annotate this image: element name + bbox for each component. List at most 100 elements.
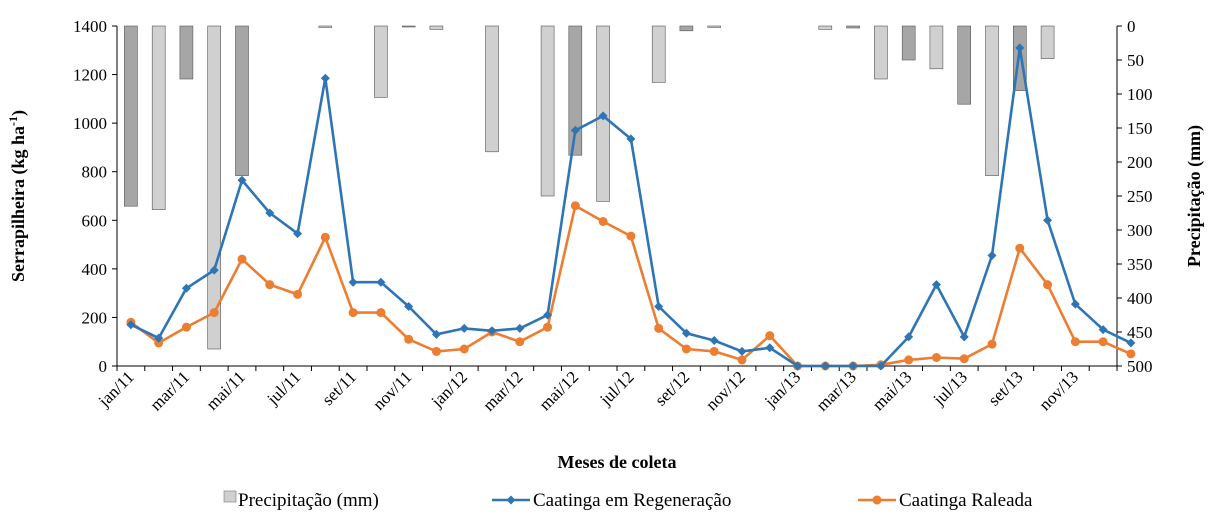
data-point — [459, 344, 469, 354]
precipitation-bar — [401, 25, 416, 28]
data-point — [1015, 243, 1025, 253]
precipitation-bar — [707, 25, 722, 28]
x-tick-label: jan/12 — [427, 367, 471, 411]
precipitation-bar — [151, 25, 166, 210]
data-point — [598, 217, 608, 226]
y-tick-label: 400 — [82, 260, 108, 279]
precipitation-bar — [985, 25, 999, 176]
data-point — [681, 328, 691, 338]
data-point — [1098, 325, 1108, 335]
x-tick-label: nov/13 — [1035, 367, 1082, 414]
data-point — [737, 346, 747, 356]
data-point — [181, 283, 191, 293]
y2-tick-label: 350 — [1127, 255, 1153, 274]
legend-swatch-precipitation — [223, 490, 237, 503]
data-point — [709, 346, 719, 356]
legend: Precipitação (mm) Caatinga em Regeneraçã… — [223, 490, 1033, 511]
data-point — [265, 208, 275, 218]
data-point — [515, 337, 525, 347]
data-point — [1043, 280, 1053, 290]
legend-label-regeneracao: Caatinga em Regeneração — [533, 490, 731, 511]
data-point — [293, 229, 303, 239]
y2-tick-label: 450 — [1127, 323, 1153, 342]
precipitation-bar — [846, 25, 860, 29]
x-tick-label: jul/13 — [929, 367, 971, 409]
data-point — [431, 329, 441, 339]
precipitation-bar — [429, 25, 444, 30]
data-point — [237, 175, 247, 185]
data-point — [709, 336, 719, 345]
data-point — [265, 280, 275, 290]
y2-tick-label: 300 — [1127, 221, 1153, 240]
data-point — [293, 289, 303, 299]
x-tick-label: set/12 — [651, 367, 693, 409]
data-point — [626, 231, 636, 241]
data-point — [1015, 43, 1025, 53]
series-line — [130, 46, 1132, 368]
x-tick-label: jan/13 — [760, 367, 804, 411]
x-tick-label: mai/13 — [869, 367, 916, 414]
data-point — [765, 343, 775, 353]
data-point — [959, 354, 969, 364]
data-point — [681, 344, 691, 354]
x-tick-label: jul/11 — [263, 367, 305, 409]
data-point — [876, 361, 886, 371]
data-point — [237, 254, 247, 264]
data-point — [154, 338, 164, 348]
precipitation-bar — [651, 25, 666, 83]
precipitation-bar — [901, 25, 916, 61]
data-point — [320, 232, 330, 242]
y2-axis-title: Precipitação (mm) — [1184, 125, 1205, 267]
x-tick-label: mai/11 — [202, 367, 248, 413]
precipitation-bar — [179, 25, 194, 80]
y2-tick-label: 250 — [1127, 187, 1153, 206]
y-tick-label: 800 — [82, 163, 108, 182]
data-point — [570, 201, 580, 211]
data-point — [209, 308, 219, 318]
legend-marker-regeneracao — [506, 495, 516, 505]
x-tick-label: mar/12 — [479, 367, 526, 414]
precipitation-bar — [929, 25, 944, 70]
data-point — [348, 308, 358, 318]
legend-marker-raleada — [872, 495, 882, 505]
y-axis-title: Serrapilheira (kg ha-1) — [6, 110, 29, 282]
data-point — [459, 323, 469, 333]
data-point — [654, 302, 664, 311]
data-point — [737, 355, 747, 365]
data-point — [348, 277, 358, 287]
data-point — [154, 333, 164, 343]
data-point — [1126, 338, 1136, 348]
data-point — [931, 353, 941, 362]
y2-tick-label: 500 — [1127, 357, 1153, 376]
y-tick-label: 600 — [82, 211, 108, 230]
data-point — [765, 331, 775, 341]
data-point — [848, 361, 858, 371]
y-tick-label: 1200 — [73, 66, 107, 85]
x-tick-label: set/11 — [318, 367, 360, 409]
y2-tick-label: 100 — [1127, 85, 1153, 104]
precipitation-bar — [207, 25, 221, 350]
data-point — [820, 361, 830, 371]
precipitation-bars — [124, 25, 1055, 350]
y-tick-label: 0 — [99, 357, 108, 376]
x-tick-label: nov/12 — [702, 367, 749, 414]
x-tick-label: set/13 — [984, 367, 1026, 409]
y-tick-label: 200 — [82, 308, 108, 327]
data-point — [793, 361, 803, 371]
data-point — [1070, 299, 1080, 309]
data-point — [626, 134, 636, 144]
x-tick-label: jul/12 — [596, 367, 638, 409]
data-point — [126, 320, 136, 330]
precipitation-bar — [540, 25, 555, 197]
legend-item-regeneracao: Caatinga em Regeneração — [492, 490, 731, 511]
data-point — [376, 277, 386, 287]
data-point — [181, 322, 191, 332]
data-point — [404, 302, 414, 311]
data-point — [431, 346, 441, 356]
x-tick-label: mai/12 — [535, 367, 582, 414]
data-point — [987, 251, 997, 260]
legend-label-precipitation: Precipitação (mm) — [238, 490, 379, 511]
legend-item-precipitation: Precipitação (mm) — [223, 490, 379, 511]
x-tick-label: nov/11 — [369, 367, 415, 413]
